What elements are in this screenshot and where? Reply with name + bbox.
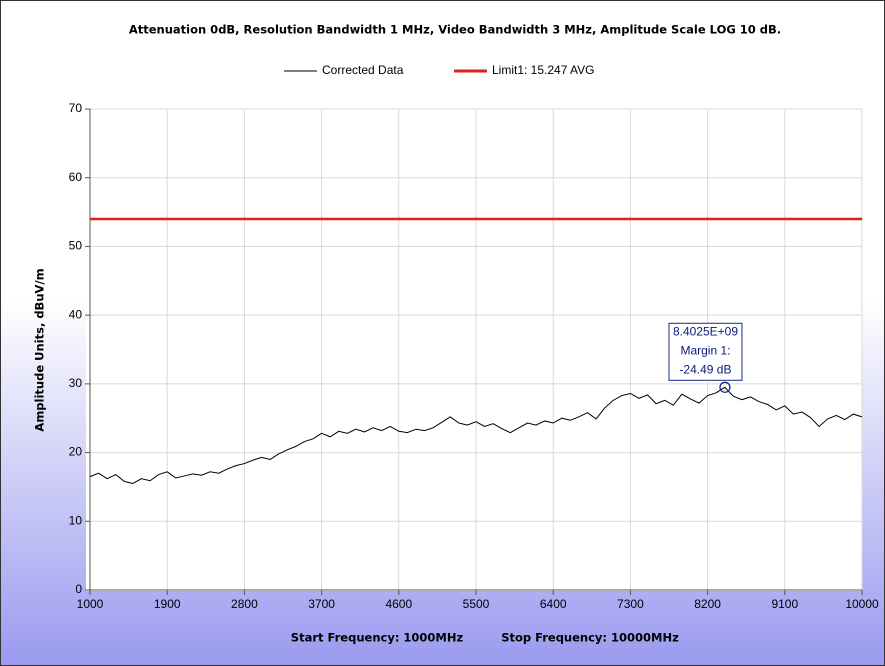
x-tick-label: 7300 xyxy=(617,597,644,611)
y-tick-label: 20 xyxy=(69,445,83,459)
y-tick-label: 0 xyxy=(75,582,82,596)
marker xyxy=(719,381,731,393)
x-tick-label: 1900 xyxy=(154,597,181,611)
x-tick-label: 6400 xyxy=(540,597,567,611)
x-tick-label: 8200 xyxy=(694,597,721,611)
y-tick-label: 40 xyxy=(69,307,83,321)
data-line xyxy=(89,386,863,485)
plot-area xyxy=(86,108,862,591)
y-tick-label: 10 xyxy=(69,513,83,527)
chart-title: Attenuation 0dB, Resolution Bandwidth 1 … xyxy=(129,23,781,37)
y-tick-label: 70 xyxy=(69,101,83,115)
annotation-box xyxy=(668,322,743,381)
x-tick-label: 2800 xyxy=(231,597,258,611)
y-tick-label: 60 xyxy=(69,170,83,184)
x-tick-label: 1000 xyxy=(77,597,104,611)
x-tick-label: 10000 xyxy=(845,597,879,611)
annotation-text: -24.49 dB xyxy=(679,362,731,376)
x-axis-label: Stop Frequency: 10000MHz xyxy=(501,631,679,645)
y-tick-label: 30 xyxy=(69,376,83,390)
y-tick-label: 50 xyxy=(69,239,83,253)
x-axis-label: Start Frequency: 1000MHz xyxy=(291,631,464,645)
y-axis-label: Amplitude Units, dBuV/m xyxy=(33,268,47,431)
legend-label: Corrected Data xyxy=(322,63,404,77)
x-tick-label: 5500 xyxy=(463,597,490,611)
x-tick-label: 3700 xyxy=(308,597,335,611)
legend-label: Limit1: 15.247 AVG xyxy=(492,63,595,77)
x-tick-label: 4600 xyxy=(385,597,412,611)
annotation-text: 8.4025E+09 xyxy=(673,324,738,338)
annotation-text: Margin 1: xyxy=(680,343,730,357)
x-tick-label: 9100 xyxy=(771,597,798,611)
